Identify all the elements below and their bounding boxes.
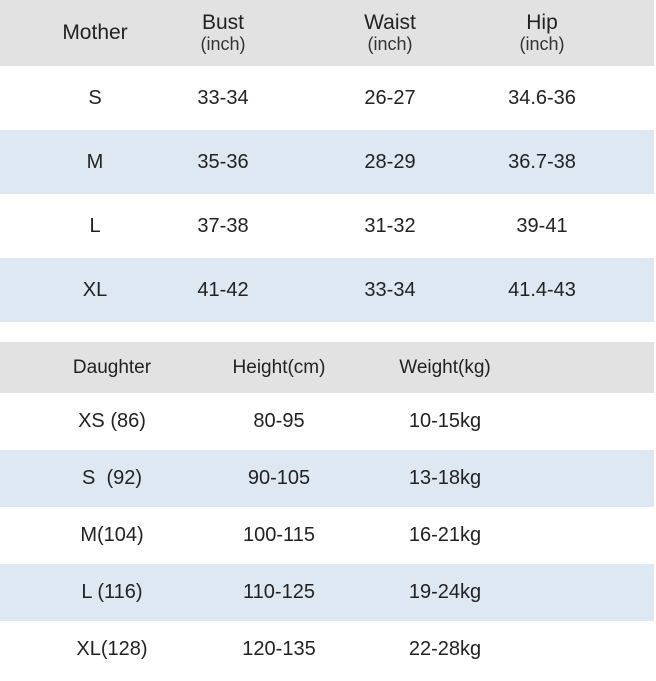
daughter-size-table: Daughter Height(cm) Weight(kg) XS (86) 8… [0,342,654,678]
hip-cell: 39-41 [516,214,568,237]
hip-cell: 41.4-43 [508,278,576,301]
height-cell: 110-125 [243,581,315,603]
waist-cell: 33-34 [364,278,416,301]
table-row: L (116) 110-125 19-24kg [0,564,654,621]
weight-cell: 13-18kg [408,467,482,489]
daughter-header-size: Daughter [72,356,152,378]
weight-cell: 16-21kg [408,524,482,546]
header-unit: (inch) [519,34,565,54]
size-cell: M(104) [80,524,144,546]
waist-cell: 31-32 [364,214,416,237]
header-unit: (inch) [367,34,413,54]
daughter-header-weight: Weight(kg) [399,356,491,378]
daughter-header-height: Height(cm) [232,356,326,378]
mother-header-size: Mother [40,0,150,66]
header-label: Bust [201,11,245,34]
table-row: S (92) 90-105 13-18kg [0,450,654,507]
table-row: XL(128) 120-135 22-28kg [0,621,654,678]
bust-cell: 33-34 [197,86,249,109]
size-cell: S [88,86,102,109]
size-cell: S (92) [81,467,143,489]
height-cell: 90-105 [247,467,311,489]
header-label: Waist [364,11,416,34]
height-cell: 100-115 [243,524,315,546]
size-cell: L (116) [81,581,143,603]
bust-cell: 37-38 [197,214,249,237]
daughter-header-row: Daughter Height(cm) Weight(kg) [0,342,654,393]
weight-cell: 10-15kg [408,410,482,432]
mother-header-waist: Waist (inch) [330,0,450,66]
weight-cell: 19-24kg [408,581,482,603]
waist-cell: 26-27 [364,86,416,109]
header-unit: (inch) [200,34,246,54]
height-cell: 80-95 [253,410,305,432]
hip-cell: 34.6-36 [508,86,576,109]
bust-cell: 35-36 [197,150,249,173]
table-row: XS (86) 80-95 10-15kg [0,393,654,450]
size-cell: XL(128) [76,638,148,660]
bust-cell: 41-42 [197,278,249,301]
height-cell: 120-135 [242,638,316,660]
waist-cell: 28-29 [364,150,416,173]
header-label: Hip [526,11,558,34]
header-label: Mother [62,21,128,44]
mother-header-bust: Bust (inch) [163,0,283,66]
size-cell: XS (86) [78,410,146,432]
table-row: L 37-38 31-32 39-41 [0,194,654,258]
mother-size-table: Mother Bust (inch) Waist (inch) Hip (inc… [0,0,654,322]
size-cell: M [86,150,104,173]
table-row: M 35-36 28-29 36.7-38 [0,130,654,194]
table-row: XL 41-42 33-34 41.4-43 [0,258,654,322]
weight-cell: 22-28kg [408,638,482,660]
mother-header-row: Mother Bust (inch) Waist (inch) Hip (inc… [0,0,654,66]
hip-cell: 36.7-38 [508,150,576,173]
table-row: M(104) 100-115 16-21kg [0,507,654,564]
table-row: S 33-34 26-27 34.6-36 [0,66,654,130]
size-cell: XL [82,278,108,301]
mother-header-hip: Hip (inch) [482,0,602,66]
size-cell: L [89,214,101,237]
